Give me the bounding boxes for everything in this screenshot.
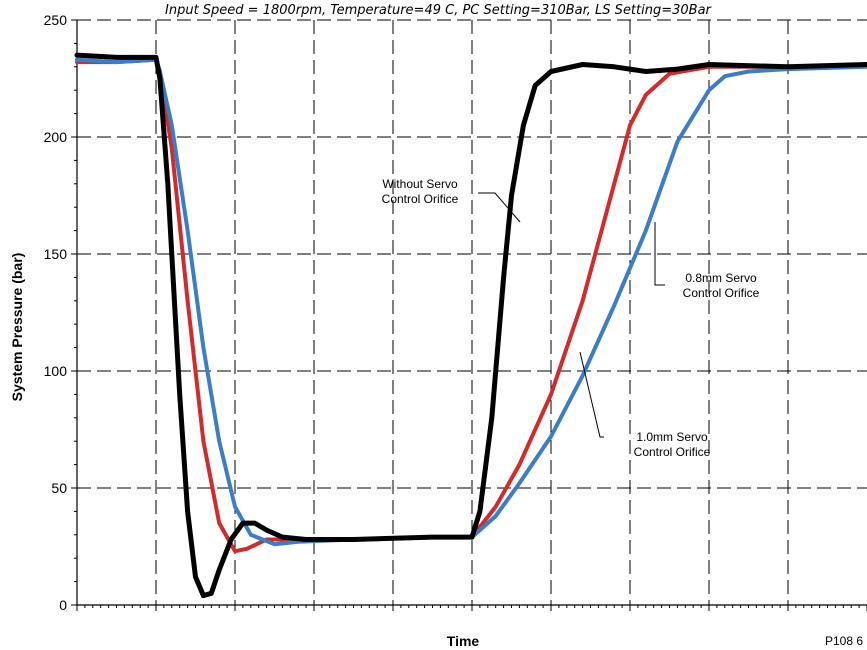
annotation-leader (478, 192, 521, 223)
y-tick-label: 50 (51, 480, 67, 496)
y-axis-title: System Pressure (bar) (9, 253, 25, 402)
x-axis-title: Time (447, 633, 480, 649)
annotation-label: 0.8mm Servo (685, 271, 757, 285)
annotation-label: Control Orifice (683, 286, 760, 300)
annotation-label: Control Orifice (634, 445, 711, 459)
axes (71, 19, 867, 611)
figure-id: P108 6 (825, 634, 863, 648)
annotation-leader (654, 222, 665, 286)
chart-subtitle: Input Speed = 1800rpm, Temperature=49 C,… (165, 3, 713, 18)
annotation-label: Control Orifice (382, 192, 459, 206)
y-tick-label: 150 (44, 246, 68, 262)
annotation-leader (579, 351, 604, 438)
annotation-leaders (478, 192, 665, 438)
annotation-label: 1.0mm Servo (636, 430, 708, 444)
grid-lines (77, 19, 867, 605)
series-lines (74, 52, 867, 599)
y-tick-label: 100 (44, 363, 68, 379)
y-tick-label: 250 (44, 12, 68, 28)
y-tick-label: 200 (44, 129, 68, 145)
annotation-label: Without Servo (382, 177, 458, 191)
y-tick-labels: 0 50 100 150 200 250 (44, 12, 68, 613)
black-series-line (74, 52, 867, 599)
y-tick-label: 0 (59, 597, 67, 613)
